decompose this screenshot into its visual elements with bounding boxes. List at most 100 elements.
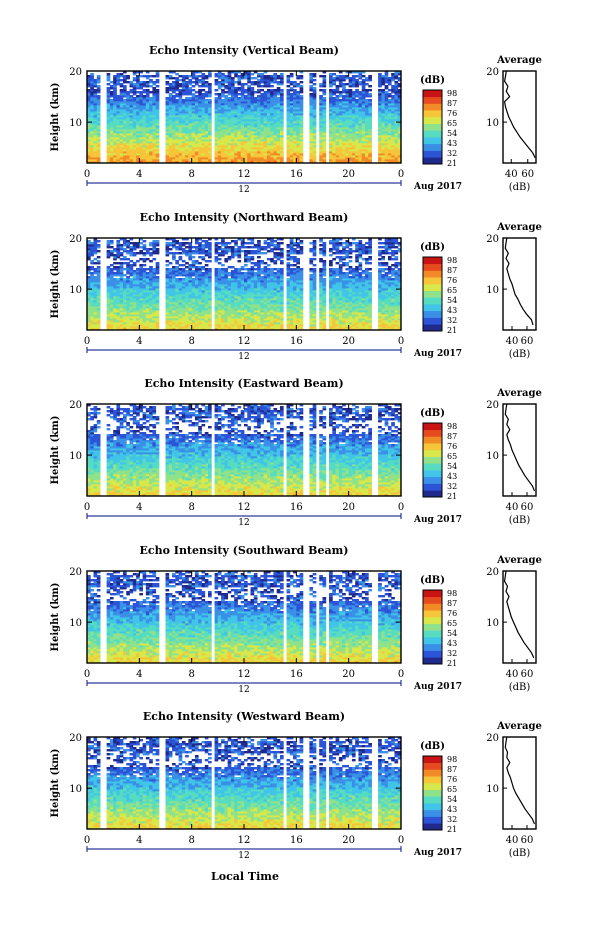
heatmap-cell — [273, 137, 278, 140]
heatmap-cell — [368, 139, 372, 142]
heatmap-cell — [188, 300, 193, 303]
heatmap-cell — [122, 113, 127, 116]
heatmap-cell — [168, 262, 173, 265]
heatmap-cell — [381, 97, 386, 100]
heatmap-cell — [90, 91, 94, 94]
heatmap-cell — [355, 105, 359, 108]
heatmap-cell — [397, 151, 402, 154]
heatmap-cell — [391, 139, 395, 142]
heatmap-cell — [361, 89, 366, 92]
heatmap-cell — [188, 310, 193, 313]
heatmap-cell — [289, 87, 294, 90]
heatmap-cell — [142, 89, 147, 92]
heatmap-cell — [237, 71, 242, 74]
heatmap-cell — [214, 121, 219, 124]
heatmap-cell — [109, 107, 114, 110]
heatmap-cell — [230, 153, 235, 156]
heatmap-cell — [175, 137, 179, 140]
heatmap-cell — [319, 131, 323, 134]
heatmap-cell — [113, 91, 117, 94]
heatmap-cell — [96, 256, 101, 259]
heatmap-cell — [296, 131, 300, 134]
heatmap-cell — [355, 141, 359, 144]
heatmap-cell — [381, 151, 386, 154]
heatmap-cell — [368, 127, 372, 130]
heatmap-cell — [293, 139, 297, 142]
heatmap-cell — [106, 83, 111, 86]
heatmap-cell — [221, 103, 225, 106]
heatmap-cell — [188, 248, 193, 251]
heatmap-cell — [142, 157, 147, 160]
heatmap-cell — [126, 318, 130, 321]
heatmap-cell — [129, 131, 134, 134]
heatmap-cell — [263, 137, 268, 140]
heatmap-cell — [397, 105, 402, 108]
heatmap-cell — [309, 115, 314, 118]
heatmap-cell — [355, 89, 359, 92]
heatmap-cell — [90, 310, 94, 313]
heatmap-cell — [165, 131, 170, 134]
heatmap-cell — [152, 326, 157, 329]
heatmap-cell — [240, 149, 245, 152]
heatmap-cell — [155, 318, 160, 321]
heatmap-cell — [198, 97, 202, 100]
heatmap-cell — [152, 284, 157, 287]
heatmap-cell — [368, 103, 372, 106]
heatmap-cell — [129, 103, 134, 106]
heatmap-cell — [106, 105, 111, 108]
heatmap-cell — [378, 119, 382, 122]
heatmap-cell — [129, 248, 134, 251]
heatmap-cell — [119, 161, 124, 164]
heatmap-cell — [106, 73, 111, 76]
heatmap-cell — [365, 105, 369, 108]
heatmap-cell — [286, 109, 291, 112]
heatmap-cell — [361, 79, 366, 82]
heatmap-cell — [129, 109, 134, 112]
heatmap-cell — [338, 93, 343, 96]
heatmap-cell — [168, 155, 173, 158]
heatmap-cell — [188, 97, 193, 100]
heatmap-cell — [145, 282, 150, 285]
heatmap-cell — [365, 155, 369, 158]
heatmap-cell — [397, 73, 402, 76]
heatmap-cell — [214, 326, 219, 329]
heatmap-cell — [234, 141, 238, 144]
heatmap-cell — [276, 131, 281, 134]
heatmap-cell — [391, 73, 395, 76]
heatmap-cell — [178, 151, 183, 154]
heatmap-cell — [90, 302, 94, 305]
heatmap-cell — [293, 81, 297, 84]
heatmap-cell — [266, 107, 271, 110]
heatmap-cell — [250, 105, 255, 108]
heatmap-cell — [234, 103, 238, 106]
heatmap-cell — [293, 131, 297, 134]
heatmap-cell — [260, 155, 265, 158]
heatmap-cell — [240, 157, 245, 160]
heatmap-cell — [87, 81, 91, 84]
heatmap-cell — [136, 274, 140, 277]
heatmap-cell — [394, 105, 399, 108]
heatmap-cell — [394, 91, 399, 94]
heatmap-cell — [204, 103, 209, 106]
heatmap-cell — [172, 117, 176, 120]
heatmap-cell — [90, 320, 94, 323]
heatmap-cell — [122, 119, 127, 122]
heatmap-cell — [208, 103, 212, 106]
heatmap-cell — [181, 264, 186, 267]
heatmap-cell — [263, 113, 268, 116]
heatmap-cell — [149, 288, 153, 291]
heatmap-cell — [293, 89, 297, 92]
heatmap-cell — [165, 276, 170, 279]
heatmap-cell — [201, 248, 206, 251]
heatmap-cell — [165, 161, 170, 164]
heatmap-cell — [381, 111, 386, 114]
heatmap-cell — [172, 121, 176, 124]
heatmap-cell — [172, 127, 176, 130]
heatmap-cell — [381, 137, 386, 140]
heatmap-cell — [194, 83, 199, 86]
heatmap-cell — [250, 107, 255, 110]
heatmap-cell — [106, 310, 111, 313]
heatmap-cell — [139, 145, 143, 148]
heatmap-cell — [139, 139, 143, 142]
heatmap-cell — [198, 276, 202, 279]
